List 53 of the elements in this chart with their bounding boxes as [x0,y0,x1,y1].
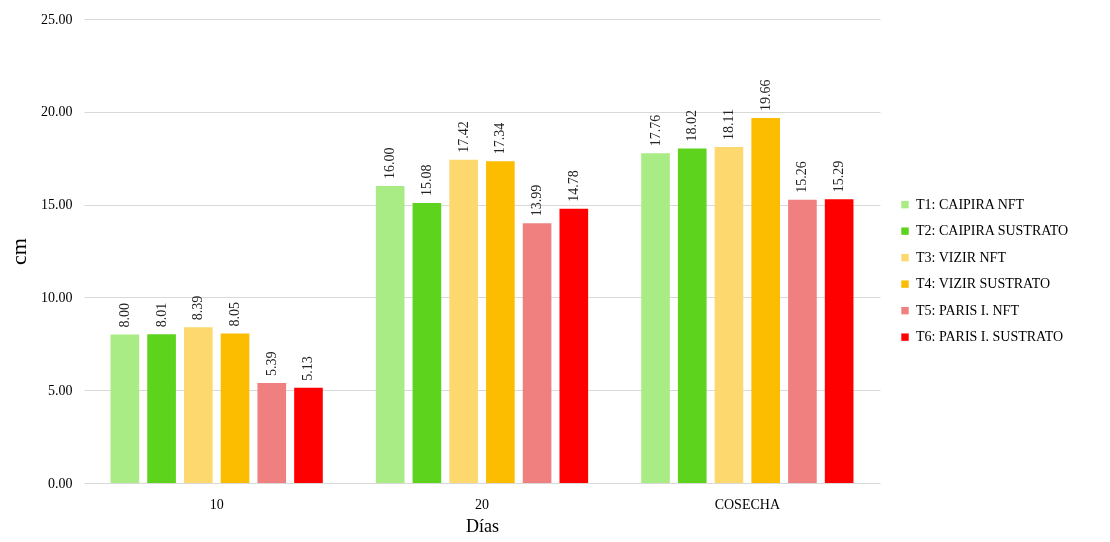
bar [522,223,552,483]
y-axis-title: cm [6,238,31,265]
bar [677,148,707,483]
bar [183,327,213,483]
data-label: 18.11 [720,108,736,140]
y-tick-label: 15.00 [41,197,73,213]
bar [824,199,854,483]
data-label: 17.42 [455,121,471,153]
bar [220,333,250,483]
data-label: 15.26 [794,161,810,193]
data-label: 18.02 [684,110,700,142]
bar [486,161,515,483]
bar [147,334,176,483]
bar [449,159,478,483]
data-label: 14.78 [565,170,581,202]
data-label: 17.34 [492,122,508,155]
y-tick-label: 25.00 [41,11,73,27]
y-tick-label: 5.00 [48,382,73,398]
legend-label: T5: PARIS I. NFT [916,302,1020,318]
bar [110,334,140,483]
data-label: 8.01 [153,302,169,328]
bar [788,199,817,483]
y-tick-label: 0.00 [48,475,73,491]
data-label: 17.76 [647,114,663,147]
bar [257,382,287,483]
x-axis-title: Días [466,515,499,536]
legend-label: T2: CAIPIRA SUSTRATO [916,223,1069,239]
data-label: 19.66 [757,79,773,112]
legend-label: T3: VIZIR NFT [916,249,1007,265]
data-label: 5.39 [263,351,279,376]
bar [751,118,781,483]
data-label: 5.13 [300,356,316,381]
bar [294,387,323,483]
bar [375,186,405,483]
y-tick-label: 20.00 [41,104,73,120]
data-label: 8.39 [190,295,206,321]
legend-label: T1: CAIPIRA NFT [916,196,1025,212]
data-label: 13.99 [529,184,545,217]
data-label: 15.29 [831,160,847,193]
data-label: 15.08 [418,164,434,197]
x-tick-label: 10 [209,496,224,512]
bar [714,146,744,483]
x-tick-label: 20 [475,496,489,512]
data-label: 16.00 [382,147,398,180]
y-tick-label: 10.00 [41,289,73,305]
data-label: 8.05 [227,302,243,327]
legend-label: T4: VIZIR SUSTRATO [916,276,1051,292]
bar [412,203,442,483]
legend-label: T6: PARIS I. SUSTRATO [916,329,1064,345]
data-label: 8.00 [116,303,132,328]
bar [641,153,670,483]
x-tick-label: COSECHA [714,496,781,512]
bar [559,208,589,483]
